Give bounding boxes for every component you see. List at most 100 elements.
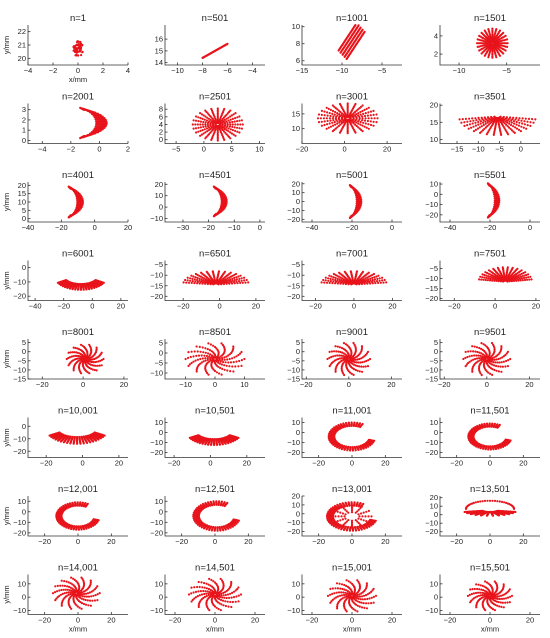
data-point — [236, 120, 239, 123]
data-point — [204, 131, 207, 134]
data-point — [212, 283, 215, 286]
data-point — [209, 353, 212, 356]
data-point — [231, 365, 234, 368]
data-point — [328, 356, 331, 359]
data-point — [211, 438, 214, 441]
data-point — [472, 130, 476, 133]
scatter-series — [467, 422, 512, 451]
x-tick-label: −20 — [38, 537, 51, 546]
y-axis-label: y/mm — [2, 507, 11, 525]
data-point — [469, 350, 472, 353]
data-point — [489, 372, 492, 375]
data-point — [87, 134, 90, 137]
data-point — [232, 345, 235, 348]
data-point — [324, 276, 327, 279]
data-point — [80, 54, 83, 57]
scatter-series — [327, 421, 376, 452]
data-point — [198, 345, 201, 348]
data-point — [506, 45, 509, 49]
data-point — [209, 437, 212, 441]
data-point — [344, 343, 347, 346]
data-point — [236, 130, 239, 133]
x-tick-label: −20 — [309, 302, 322, 311]
data-point — [471, 370, 474, 373]
data-point — [81, 202, 84, 205]
data-point — [71, 351, 74, 354]
data-point — [72, 49, 75, 52]
data-point — [83, 108, 86, 111]
data-point — [331, 112, 334, 115]
y-tick-label: 10 — [292, 418, 300, 427]
x-tick-label: 20 — [120, 380, 128, 389]
data-point — [331, 278, 334, 281]
data-point — [326, 123, 329, 126]
data-point — [486, 116, 490, 119]
data-point — [470, 126, 473, 129]
data-point — [482, 121, 485, 124]
data-point — [216, 115, 219, 118]
data-point — [478, 126, 481, 129]
data-point — [511, 266, 514, 269]
data-point — [364, 122, 367, 125]
x-tick-label: 10 — [255, 145, 263, 154]
data-point — [203, 118, 206, 121]
data-point — [333, 350, 336, 353]
data-point — [235, 355, 238, 358]
x-tick-label: 0 — [217, 302, 221, 311]
panel-18: n=8501−10 0 10−10−505 — [150, 327, 265, 389]
data-point — [526, 278, 529, 281]
data-point — [369, 279, 372, 282]
y-tick-label: 20 — [292, 179, 300, 188]
data-point — [67, 364, 70, 367]
data-point — [207, 117, 210, 120]
data-point — [223, 138, 226, 141]
data-point — [234, 365, 237, 368]
data-point — [476, 357, 479, 360]
data-point — [338, 121, 341, 124]
data-point — [343, 445, 346, 448]
data-point — [327, 107, 330, 110]
data-point — [325, 281, 329, 284]
data-point — [352, 118, 355, 121]
data-point — [480, 342, 483, 345]
data-point — [476, 350, 479, 354]
data-point — [515, 120, 518, 124]
data-point — [362, 365, 365, 368]
data-point — [334, 354, 337, 357]
x-tick-label: −20 — [40, 459, 53, 468]
data-point — [207, 121, 210, 124]
data-point — [365, 107, 368, 110]
data-point — [86, 434, 89, 437]
x-tick-label: −20 — [300, 380, 313, 389]
data-point — [185, 281, 188, 284]
data-point — [199, 112, 202, 115]
data-point — [375, 121, 378, 124]
data-point — [521, 122, 524, 125]
data-point — [194, 119, 198, 122]
y-tick-label: 10 — [430, 180, 438, 189]
panel-title: n=7001 — [336, 249, 368, 260]
data-point — [369, 277, 372, 280]
data-point — [334, 110, 337, 114]
data-point — [191, 277, 194, 280]
data-point — [361, 109, 364, 113]
data-point — [199, 350, 202, 353]
data-point — [508, 122, 511, 125]
data-point — [340, 346, 343, 350]
data-point — [228, 121, 231, 124]
data-point — [243, 279, 246, 282]
data-point — [223, 124, 227, 127]
x-tick-label: −20 — [202, 223, 215, 232]
data-point — [75, 43, 78, 46]
data-point — [342, 342, 346, 345]
data-point — [223, 127, 226, 131]
data-point — [227, 110, 231, 114]
data-point — [230, 132, 233, 135]
data-point — [98, 364, 101, 367]
data-point — [381, 276, 384, 279]
x-tick-label: 0 — [493, 302, 497, 311]
data-point — [529, 121, 532, 124]
data-point — [240, 364, 243, 367]
data-point — [355, 113, 358, 116]
